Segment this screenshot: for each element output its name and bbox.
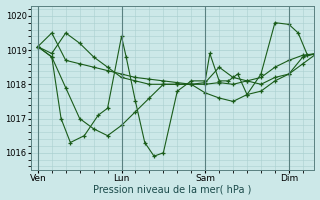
X-axis label: Pression niveau de la mer( hPa ): Pression niveau de la mer( hPa ) [93,184,252,194]
